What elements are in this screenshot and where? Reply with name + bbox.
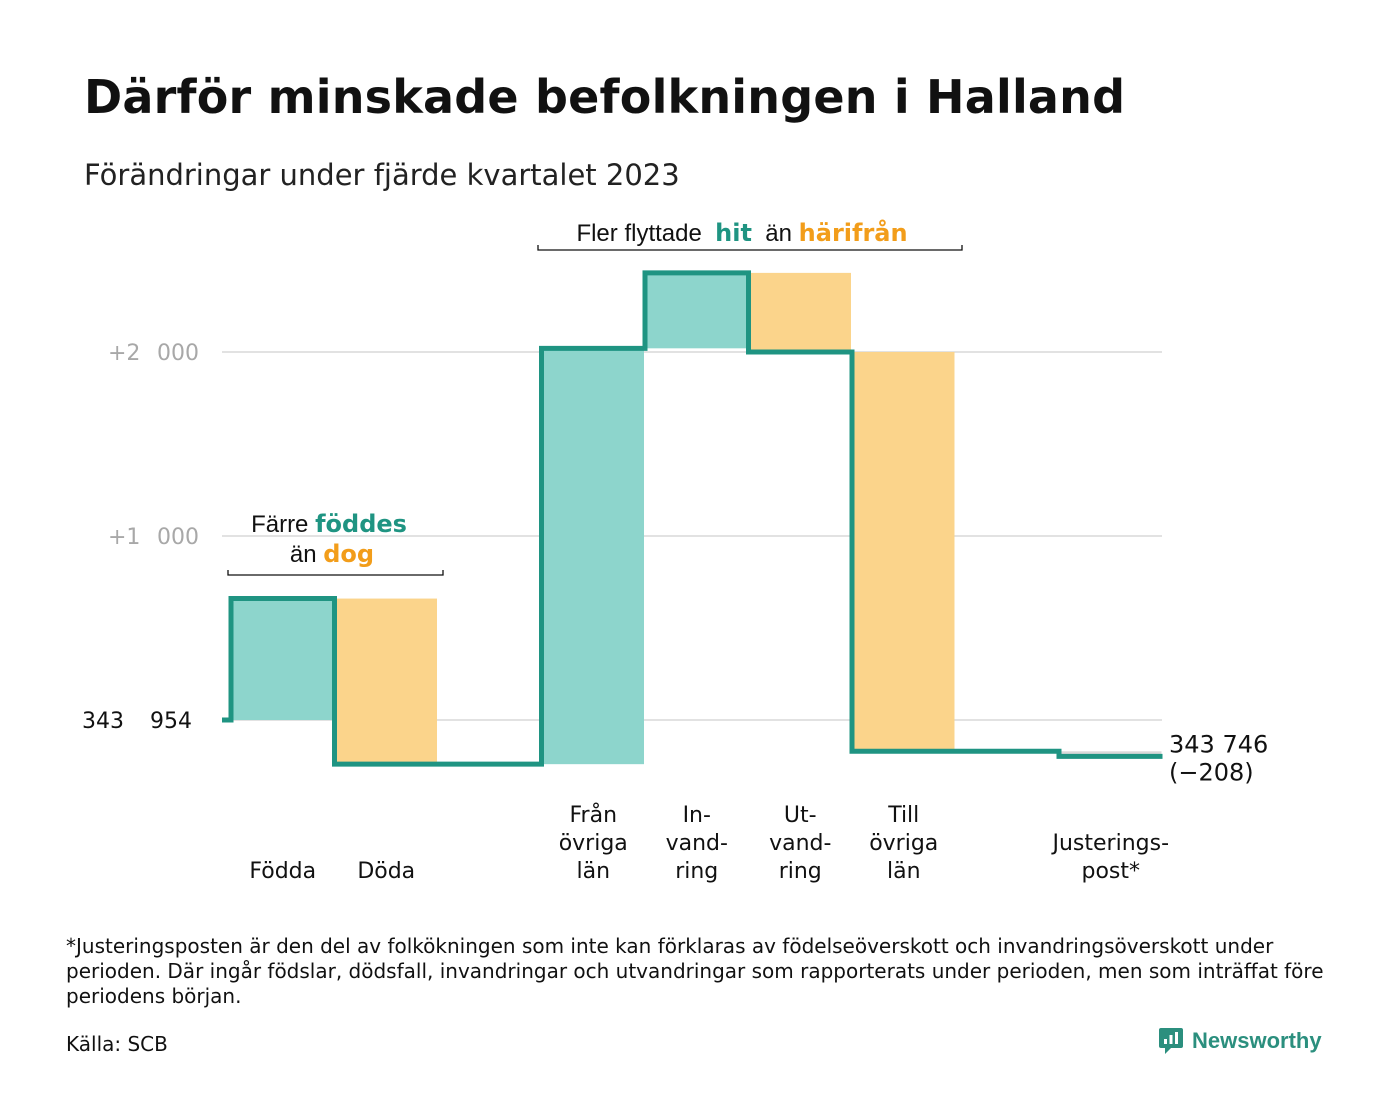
births-bracket xyxy=(227,570,444,576)
category-label: Födda xyxy=(249,859,316,884)
start-value-label: 954 xyxy=(150,709,192,734)
waterfall-bar xyxy=(853,352,955,752)
births-annotation-line2: än dog xyxy=(290,540,374,568)
y-tick-label: 000 xyxy=(157,341,199,366)
end-value-label: 343 746 xyxy=(1169,730,1268,758)
category-label: ring xyxy=(675,859,718,884)
waterfall-chart: +2 000 +1 000 343 954 Födda Döda Från övriga län In… xyxy=(82,218,1268,884)
category-label: Ut- xyxy=(784,803,817,828)
waterfall-bar xyxy=(335,598,437,765)
category-label: län xyxy=(576,859,610,884)
waterfall-bar xyxy=(749,272,851,352)
end-change-label: (−208) xyxy=(1169,758,1254,786)
brand-logo: Newsworthy xyxy=(1158,1026,1322,1056)
category-label: Döda xyxy=(357,859,415,884)
category-label: vand- xyxy=(769,831,831,856)
waterfall-bar xyxy=(232,598,334,720)
category-label: Till xyxy=(887,803,919,828)
category-label: övriga xyxy=(559,831,628,856)
category-label: län xyxy=(887,859,921,884)
moves-bracket xyxy=(537,245,963,251)
y-tick-label: 000 xyxy=(157,525,199,550)
category-label: Justerings- xyxy=(1050,831,1169,856)
category-label: post* xyxy=(1081,859,1140,884)
y-tick-label: +2 xyxy=(108,341,140,366)
waterfall-bar xyxy=(1060,751,1162,757)
category-label: In- xyxy=(683,803,711,828)
category-label: övriga xyxy=(869,831,938,856)
category-label: vand- xyxy=(666,831,728,856)
category-label: ring xyxy=(779,859,822,884)
waterfall-bar xyxy=(542,348,644,765)
source-label: Källa: SCB xyxy=(66,1032,168,1056)
start-value-label: 343 xyxy=(82,709,124,734)
chart-title: Därför minskade befolkningen i Halland xyxy=(84,70,1126,124)
y-tick-label: +1 xyxy=(108,525,140,550)
chart-subtitle: Förändringar under fjärde kvartalet 2023 xyxy=(84,158,680,192)
cumulative-step-line xyxy=(222,270,1163,767)
category-label: Från xyxy=(569,802,617,828)
births-annotation-line1: Färre föddes xyxy=(251,510,407,538)
moves-annotation: Fler flyttade hit än härifrån xyxy=(576,218,907,247)
brand-name: Newsworthy xyxy=(1192,1028,1322,1053)
waterfall-bar xyxy=(646,272,748,349)
footnote: *Justeringsposten är den del av folkökni… xyxy=(66,934,1324,1008)
newsworthy-logo-icon xyxy=(1159,1028,1183,1054)
